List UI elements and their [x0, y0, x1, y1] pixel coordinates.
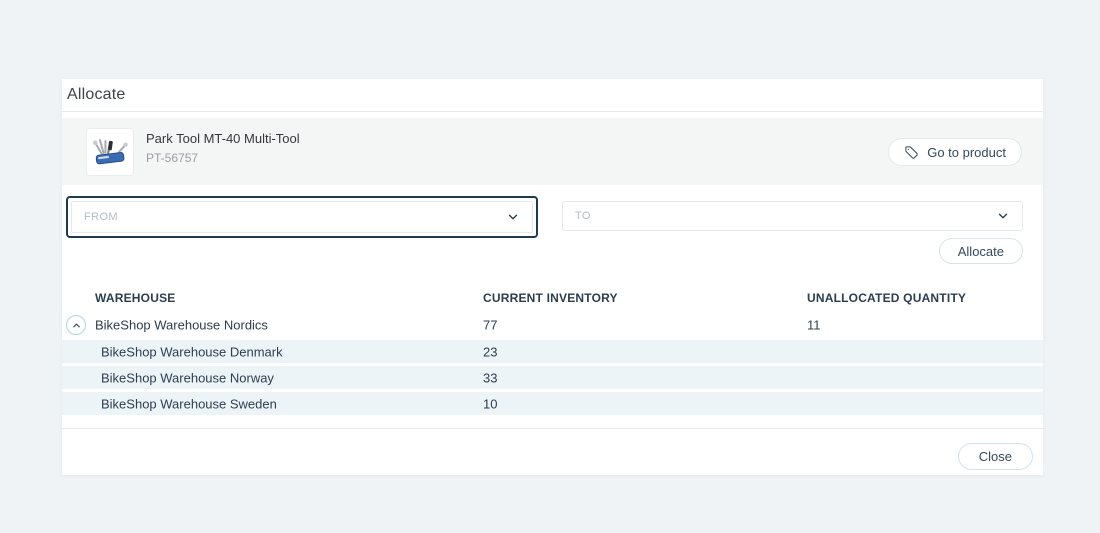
footer-divider — [62, 428, 1043, 429]
current-inventory-value: 77 — [483, 317, 498, 333]
table-header-row: WAREHOUSE CURRENT INVENTORY UNALLOCATED … — [62, 285, 1043, 311]
current-inventory-value: 10 — [483, 396, 498, 411]
warehouse-name: BikeShop Warehouse Nordics — [95, 317, 268, 333]
warehouse-name: BikeShop Warehouse Sweden — [101, 396, 277, 411]
product-image — [88, 130, 132, 174]
from-select[interactable]: FROM — [66, 196, 538, 238]
current-inventory-value: 33 — [483, 370, 498, 385]
chevron-up-icon — [71, 320, 82, 331]
product-banner: Park Tool MT-40 Multi-Tool PT-56757 Go t… — [62, 118, 1043, 185]
column-header-warehouse: WAREHOUSE — [95, 291, 176, 305]
to-select[interactable]: TO — [562, 201, 1023, 231]
column-header-current-inventory: CURRENT INVENTORY — [483, 291, 618, 305]
current-inventory-value: 23 — [483, 344, 498, 359]
from-select-placeholder: FROM — [84, 211, 118, 223]
collapse-row-button[interactable] — [66, 315, 86, 335]
product-thumbnail — [86, 128, 134, 176]
product-sku: PT-56757 — [146, 151, 199, 165]
table-row-parent: BikeShop Warehouse Nordics 77 11 — [62, 313, 1043, 337]
product-info: Park Tool MT-40 Multi-Tool PT-56757 — [146, 131, 300, 165]
table-row: BikeShop Warehouse Denmark 23 — [62, 340, 1043, 363]
allocate-button[interactable]: Allocate — [938, 238, 1023, 264]
close-button-label: Close — [978, 449, 1012, 464]
modal-title: Allocate — [67, 86, 126, 103]
to-select-placeholder: TO — [575, 210, 591, 222]
from-select-field: FROM — [71, 201, 533, 233]
warehouse-name: BikeShop Warehouse Denmark — [101, 344, 283, 359]
allocate-button-label: Allocate — [957, 243, 1004, 259]
product-name: Park Tool MT-40 Multi-Tool — [146, 131, 300, 146]
modal-header: Allocate — [62, 79, 1043, 112]
child-rows-group: BikeShop Warehouse Denmark 23 BikeShop W… — [62, 340, 1043, 418]
column-header-unallocated-quantity: UNALLOCATED QUANTITY — [807, 291, 967, 305]
chevron-down-icon — [506, 210, 520, 224]
tag-icon — [904, 145, 919, 160]
table-row: BikeShop Warehouse Norway 33 — [62, 366, 1043, 389]
unallocated-quantity-value: 11 — [807, 317, 821, 333]
chevron-down-icon — [996, 209, 1010, 223]
close-button[interactable]: Close — [957, 443, 1033, 470]
go-to-product-button[interactable]: Go to product — [888, 138, 1022, 166]
table-row: BikeShop Warehouse Sweden 10 — [62, 392, 1043, 415]
go-to-product-label: Go to product — [927, 144, 1006, 160]
warehouse-name: BikeShop Warehouse Norway — [101, 370, 274, 385]
allocate-modal: Allocate — [62, 79, 1043, 475]
